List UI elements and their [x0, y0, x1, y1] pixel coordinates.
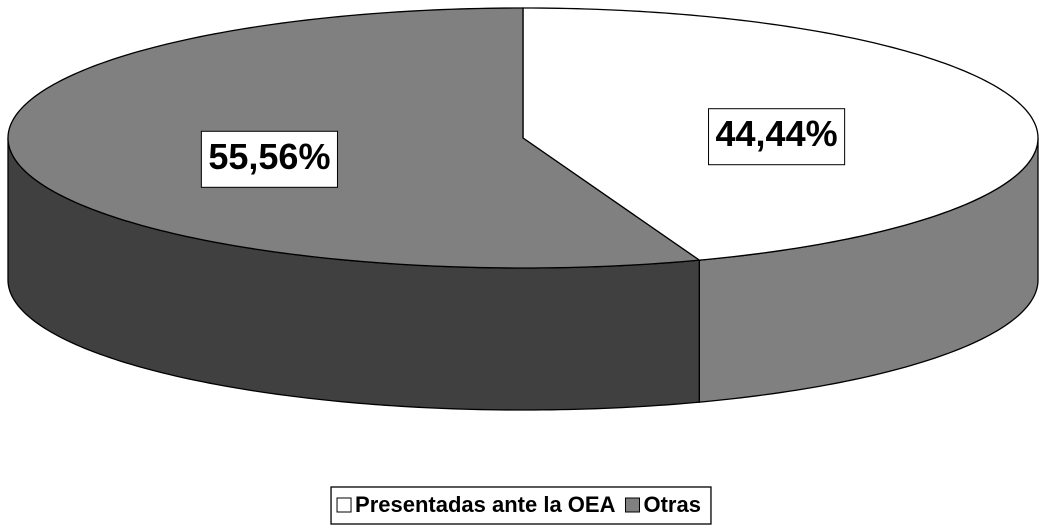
legend-label: Otras	[643, 492, 700, 517]
legend: Presentadas ante la OEA Otras	[330, 486, 712, 525]
pie-slice	[7, 7, 702, 269]
legend-swatch	[624, 497, 640, 513]
data-label: 55,56%	[208, 136, 330, 177]
data-label-box	[708, 108, 846, 166]
legend-label: Presentadas ante la OEA	[355, 492, 616, 517]
data-label: 44,44%	[716, 113, 838, 154]
data-label-box	[200, 130, 338, 188]
data-label-group: 55,56%	[200, 130, 338, 188]
legend-box	[330, 486, 712, 525]
legend-swatch	[336, 497, 352, 513]
data-label-group: 44,44%	[708, 108, 846, 166]
